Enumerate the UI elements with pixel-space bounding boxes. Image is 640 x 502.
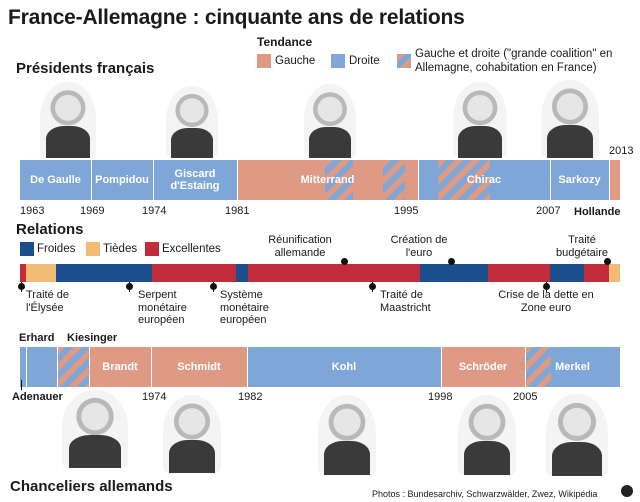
cohabitation-3 — [438, 160, 490, 200]
gauche-label: Gauche — [275, 55, 316, 67]
giscard-photo — [166, 86, 218, 158]
year-1963: 1963 — [20, 205, 45, 217]
chancelier-schroder: Schröder — [441, 347, 525, 387]
presidents-bar: De Gaulle Pompidou Giscard d'Estaing Mit… — [20, 160, 620, 200]
event-sme: Système monétaire européen — [220, 289, 269, 326]
event-serpent: Serpent monétaire européen — [138, 289, 187, 326]
schmidt-photo — [163, 395, 221, 473]
year-1995: 1995 — [394, 205, 419, 217]
president-giscard: Giscard d'Estaing — [153, 160, 237, 200]
chancelier-brandt: Brandt — [89, 347, 151, 387]
president-chirac: Chirac — [466, 174, 502, 186]
excellentes-label: Excellentes — [162, 243, 221, 255]
kiesinger-label: Kiesinger — [67, 332, 118, 344]
chancelier-kohl: Kohl — [247, 347, 441, 387]
mitterrand-photo — [304, 84, 356, 158]
cohabitation-1 — [325, 160, 353, 200]
merkel-photo — [546, 394, 608, 476]
sarkozy-photo — [541, 80, 599, 158]
year-2013: 2013 — [609, 145, 634, 157]
relations-heading: Relations — [16, 221, 84, 238]
hollande-label: Hollande — [574, 206, 621, 218]
chancelier-merkel: Merkel — [555, 361, 590, 373]
chirac-period — [418, 160, 550, 200]
president-de-gaulle: De Gaulle — [20, 160, 91, 200]
mixte-label: Gauche et droite ("grande coalition" en … — [415, 48, 613, 74]
relations-bar — [20, 264, 620, 282]
president-sarkozy: Sarkozy — [550, 160, 609, 200]
event-reunification: Réunification allemande — [268, 234, 332, 259]
year-1974-de: 1974 — [142, 391, 167, 403]
chancelier-kiesinger — [57, 347, 89, 387]
chanceliers-heading: Chanceliers allemands — [10, 478, 173, 495]
kohl-photo — [318, 395, 376, 475]
adenauer-photo — [62, 390, 128, 468]
event-crise-dette: Crise de la dette en Zone euro — [498, 289, 594, 314]
mitterrand-period — [237, 160, 418, 200]
froides-swatch — [20, 242, 34, 256]
event-maastricht: Traité de Maastricht — [380, 289, 431, 314]
presidents-heading: Présidents français — [16, 60, 155, 77]
year-2007: 2007 — [536, 205, 561, 217]
droite-swatch — [331, 54, 345, 68]
merkel-period — [525, 347, 620, 387]
afp-logo — [621, 485, 633, 497]
chancelier-adenauer — [20, 347, 26, 387]
tendance-heading: Tendance — [257, 35, 313, 49]
froides-label: Froides — [37, 243, 76, 255]
president-pompidou: Pompidou — [91, 160, 153, 200]
gauche-swatch — [257, 54, 271, 68]
erhard-label: Erhard — [19, 332, 55, 344]
cohabitation-2 — [383, 160, 405, 200]
president-mitterrand: Mitterrand — [300, 174, 355, 186]
year-1998-de: 1998 — [428, 391, 453, 403]
schroder-photo — [458, 395, 516, 475]
year-1974: 1974 — [142, 205, 167, 217]
mixte-swatch — [397, 54, 411, 68]
chanceliers-bar: Brandt Schmidt Kohl Schröder Merkel — [20, 347, 620, 387]
year-1969: 1969 — [80, 205, 105, 217]
tiedes-swatch — [86, 242, 100, 256]
year-1981: 1981 — [225, 205, 250, 217]
year-2005-de: 2005 — [513, 391, 538, 403]
chancelier-schmidt: Schmidt — [151, 347, 247, 387]
year-1982-de: 1982 — [238, 391, 263, 403]
photo-credit: Photos : Bundesarchiv, Schwarzwälder, Zw… — [372, 489, 598, 499]
droite-label: Droite — [349, 55, 380, 67]
event-elysee: Traité de l'Élysée — [26, 289, 70, 314]
president-hollande — [609, 160, 620, 200]
page-title: France-Allemagne : cinquante ans de rela… — [8, 6, 465, 29]
excellentes-swatch — [145, 242, 159, 256]
de-gaulle-photo — [40, 82, 96, 158]
event-euro: Création de l'euro — [390, 234, 448, 259]
tiedes-label: Tièdes — [103, 243, 138, 255]
adenauer-label: Adenauer — [12, 391, 63, 403]
chirac-photo — [453, 82, 507, 158]
chancelier-erhard — [26, 347, 57, 387]
event-traite-budgetaire: Traité budgétaire — [556, 234, 608, 259]
